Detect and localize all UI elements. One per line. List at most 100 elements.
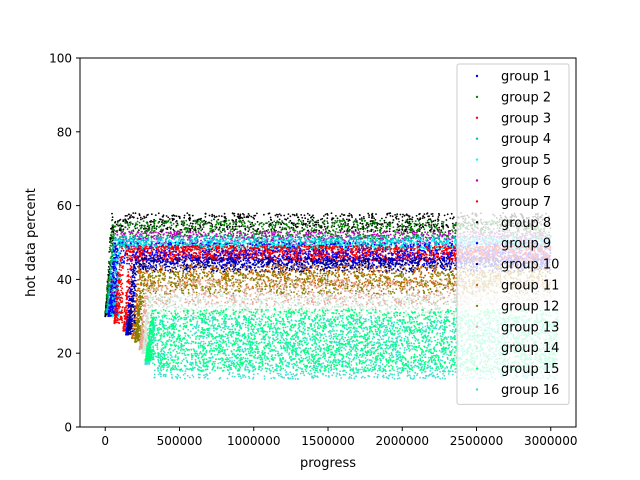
data-point [145,222,148,224]
data-point [175,215,178,218]
data-point [430,231,432,233]
data-point [434,232,436,235]
data-point [390,239,392,241]
data-point [430,221,433,224]
data-point [218,232,221,235]
data-point [334,220,337,222]
data-point [294,238,297,241]
data-point [253,217,256,220]
data-point [438,238,441,241]
data-point [117,315,120,318]
data-point [198,218,200,221]
data-point [364,236,367,239]
data-point [356,227,359,229]
data-point [300,221,303,224]
data-point [197,230,200,233]
data-point [411,216,414,219]
data-point [262,230,265,233]
data-point [346,218,348,221]
data-point [434,223,437,226]
data-point [362,216,365,218]
data-point [384,231,387,234]
data-point [380,235,383,238]
data-point [155,231,157,234]
data-point [214,216,216,219]
data-point [330,233,332,236]
data-point [131,238,134,240]
data-point [413,225,416,228]
data-point [288,221,290,224]
data-point [359,218,361,221]
data-point [192,220,195,222]
data-point [384,239,387,242]
data-point [246,225,249,228]
data-point [288,227,291,230]
data-point [128,226,131,229]
data-point [453,236,456,239]
data-point [334,235,337,238]
data-point [441,243,443,246]
data-point [121,231,124,234]
data-point [283,223,286,226]
data-point [179,229,182,231]
data-point [157,232,160,234]
data-point [145,232,148,235]
data-point [283,214,286,217]
data-point [366,239,369,242]
data-point [263,213,265,216]
data-point [277,221,280,224]
data-point [246,237,249,240]
data-point [200,239,202,242]
data-point [432,223,435,226]
data-point [210,225,213,228]
data-point [380,224,383,227]
data-point [382,232,384,234]
data-point [125,219,127,222]
data-point [142,220,145,223]
data-point [223,212,226,215]
data-point [274,223,277,226]
data-point [396,226,399,229]
data-point [387,224,390,227]
data-point [339,231,342,234]
data-point [344,244,347,247]
data-point [137,230,139,233]
data-point [404,239,407,242]
data-point [188,235,191,238]
data-point [219,234,222,237]
data-point [175,225,178,228]
data-point [297,222,300,225]
data-point [179,234,182,237]
data-point [277,243,280,246]
data-point [315,226,317,229]
data-point [226,228,229,231]
data-point [402,232,405,235]
data-point [198,236,201,238]
data-point [277,235,280,238]
data-point [161,220,164,223]
data-point [121,225,124,227]
data-point [234,228,237,231]
data-point [360,227,363,230]
data-point [431,226,433,229]
data-point [231,230,234,233]
data-point [238,220,240,223]
data-point [451,229,453,232]
data-point [362,226,365,229]
data-point [239,244,241,247]
data-point [171,217,174,220]
data-point [265,236,268,239]
data-point [381,217,383,220]
data-point [310,216,312,219]
data-point [420,242,423,245]
data-point [433,225,436,228]
data-point [107,260,110,263]
data-point [411,218,413,221]
data-point [138,229,140,232]
data-point [277,233,280,236]
data-point [153,220,156,222]
data-point [132,216,135,219]
data-point [268,234,271,237]
data-point [360,217,363,220]
data-point [371,233,374,236]
